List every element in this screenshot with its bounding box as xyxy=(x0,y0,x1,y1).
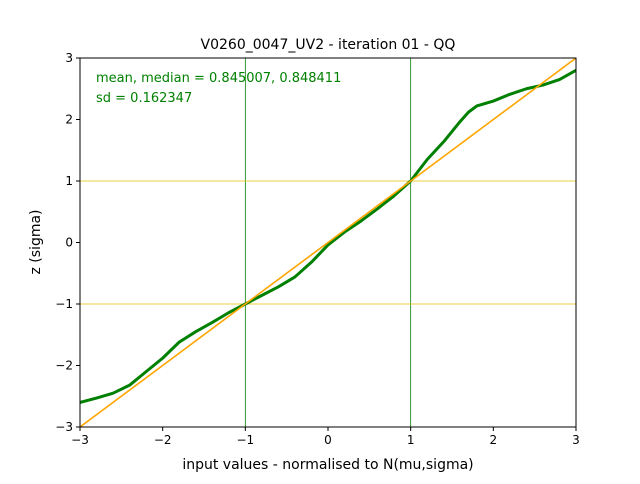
x-tick-label: −2 xyxy=(154,433,172,447)
y-axis-label: z (sigma) xyxy=(28,209,44,274)
x-tick-label: 3 xyxy=(572,433,580,447)
y-tick-label: 2 xyxy=(65,113,73,127)
y-tick-label: 1 xyxy=(65,174,73,188)
x-tick-label: 2 xyxy=(490,433,498,447)
y-tick-label: −3 xyxy=(55,420,73,434)
stats-annotation-sd: sd = 0.162347 xyxy=(96,91,192,106)
y-axis-ticks: −3 −2 −1 0 1 2 3 xyxy=(55,51,80,434)
stats-annotation-mean-median: mean, median = 0.845007, 0.848411 xyxy=(96,71,341,86)
y-tick-label: −2 xyxy=(55,359,73,373)
y-tick-label: 3 xyxy=(65,51,73,65)
y-tick-label: 0 xyxy=(65,236,73,250)
y-tick-label: −1 xyxy=(55,297,73,311)
x-axis-label: input values - normalised to N(mu,sigma) xyxy=(182,457,473,473)
chart-title: V0260_0047_UV2 - iteration 01 - QQ xyxy=(201,37,456,53)
reference-lines xyxy=(80,58,576,427)
qq-data-line xyxy=(80,68,576,404)
x-tick-label: −3 xyxy=(71,433,89,447)
series-layer xyxy=(80,58,576,427)
x-tick-label: 1 xyxy=(407,433,415,447)
x-axis-ticks: −3 −2 −1 0 1 2 3 xyxy=(71,427,580,447)
x-tick-label: 0 xyxy=(324,433,332,447)
reference-diagonal-line xyxy=(80,58,576,427)
x-tick-label: −1 xyxy=(236,433,254,447)
